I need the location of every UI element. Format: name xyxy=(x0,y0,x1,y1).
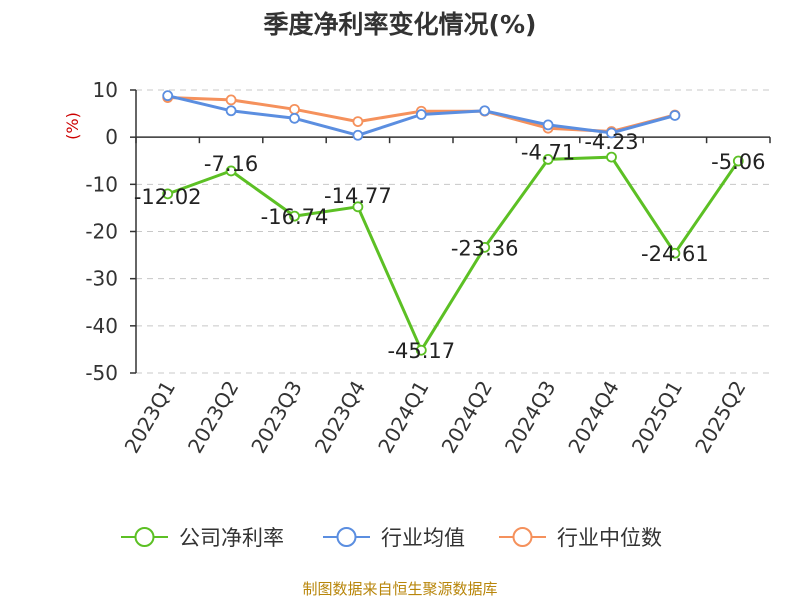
data-label: -16.74 xyxy=(261,205,329,229)
legend: 公司净利率 行业均值 行业中位数 xyxy=(121,526,662,550)
x-tick-label: 2023Q1 xyxy=(120,377,180,458)
data-point xyxy=(225,105,237,117)
y-tick-label: -30 xyxy=(85,267,118,291)
x-tick-label: 2023Q2 xyxy=(183,377,243,458)
x-tick-label: 2024Q4 xyxy=(563,377,623,458)
data-label: -4.71 xyxy=(521,140,575,164)
y-tick-label: 10 xyxy=(93,78,118,102)
legend-marker xyxy=(336,527,357,547)
legend-label: 行业均值 xyxy=(381,526,465,550)
x-tick-label: 2024Q1 xyxy=(373,377,433,458)
x-tick-label: 2024Q2 xyxy=(437,377,497,458)
data-point xyxy=(225,94,237,106)
x-tick-label: 2025Q2 xyxy=(690,377,750,458)
legend-marker xyxy=(134,527,155,547)
data-point xyxy=(352,201,364,213)
data-point xyxy=(669,110,681,121)
x-tick-label: 2023Q4 xyxy=(310,377,370,458)
y-tick-label: -50 xyxy=(85,361,118,385)
y-tick-label: -10 xyxy=(85,172,118,196)
data-point xyxy=(289,103,300,115)
data-point xyxy=(606,151,617,163)
data-label: -12.02 xyxy=(134,185,202,209)
data-point xyxy=(542,153,554,165)
series-layer xyxy=(162,90,744,356)
data-label: -45.17 xyxy=(387,339,455,363)
data-labels: -12.02-7.16 -16.74-14.77 -45.17 -23.36 -4.71… xyxy=(134,130,766,363)
data-point xyxy=(225,165,237,177)
x-tick-label: 2024Q3 xyxy=(500,377,560,458)
data-label: -5.06 xyxy=(711,150,765,174)
data-label: -23.36 xyxy=(451,236,519,260)
data-label: -7.16 xyxy=(204,152,258,176)
x-tick-label: 2023Q3 xyxy=(246,377,306,458)
data-point xyxy=(289,112,300,124)
data-point xyxy=(162,90,174,102)
data-label: -14.77 xyxy=(324,184,392,208)
source-note: 制图数据来自恒生聚源数据库 xyxy=(302,580,497,598)
data-point xyxy=(732,155,744,167)
data-point xyxy=(479,241,491,253)
legend-marker xyxy=(512,527,533,547)
y-tick-label: -40 xyxy=(85,314,118,338)
series-line xyxy=(167,155,740,352)
y-tick-label: -20 xyxy=(85,220,118,244)
data-label: -24.61 xyxy=(641,242,709,266)
data-point xyxy=(289,210,300,222)
legend-label: 行业中位数 xyxy=(557,526,662,550)
data-point xyxy=(162,188,174,200)
grid xyxy=(136,89,770,374)
data-label: -4.23 xyxy=(584,130,638,154)
x-tick-label: 2025Q1 xyxy=(627,377,687,458)
data-point xyxy=(352,116,364,128)
data-point xyxy=(352,129,364,141)
chart-title: 季度净利率变化情况(%) xyxy=(264,10,537,39)
data-point xyxy=(606,127,617,139)
y-axis-label: (%) xyxy=(63,112,82,140)
y-tick-label: 0 xyxy=(105,125,118,149)
legend-label: 公司净利率 xyxy=(179,526,284,550)
data-point xyxy=(669,247,681,259)
data-point xyxy=(479,105,491,117)
data-point xyxy=(415,109,427,120)
data-point xyxy=(415,344,427,356)
data-point xyxy=(542,119,554,131)
